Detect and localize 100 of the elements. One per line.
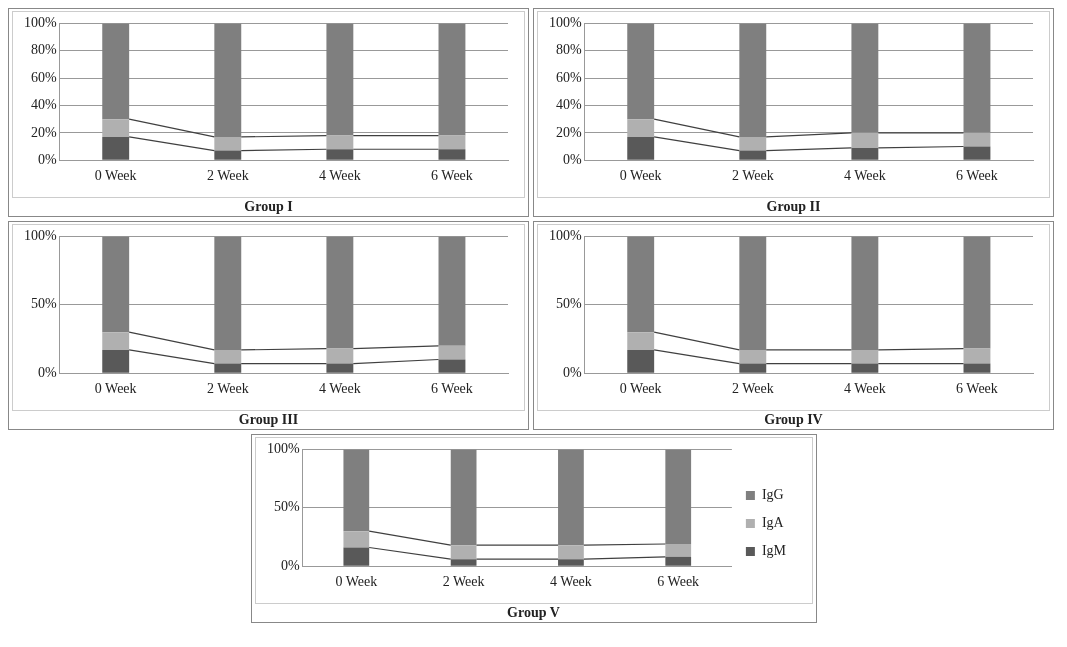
y-tick-label: 100% <box>23 15 57 31</box>
bar <box>963 132 991 147</box>
x-tick-label: 0 Week <box>94 168 137 184</box>
text: Group V <box>506 604 561 622</box>
x-tick-label: 2 Week <box>442 574 485 590</box>
y-tick-label: 0% <box>280 557 300 573</box>
y-tick-label: 60% <box>30 69 57 85</box>
bar <box>963 348 991 364</box>
bar <box>557 559 584 566</box>
x-tick-label: 4 Week <box>318 381 361 397</box>
bar <box>438 135 466 150</box>
bar <box>851 349 879 364</box>
legend-label: IgM <box>761 543 787 559</box>
bar <box>627 23 655 120</box>
x-tick-label: 4 Week <box>843 381 886 397</box>
bar <box>326 149 354 160</box>
bar <box>342 449 369 532</box>
y-tick-label: 80% <box>30 42 57 58</box>
bar <box>739 363 767 373</box>
bar <box>627 332 655 350</box>
x-tick-label: 2 Week <box>206 168 249 184</box>
bar <box>102 23 130 120</box>
bar <box>963 146 991 160</box>
text: Group III <box>237 411 300 429</box>
y-tick-label: 60% <box>555 69 582 85</box>
y-tick-label: 100% <box>266 441 300 457</box>
bar <box>342 531 369 548</box>
bar <box>214 150 242 160</box>
bar <box>627 119 655 137</box>
bar <box>557 545 584 560</box>
x-tick-label: 0 Week <box>619 168 662 184</box>
bar <box>214 236 242 350</box>
x-tick-label: 4 Week <box>318 168 361 184</box>
y-tick-label: 0% <box>37 151 57 167</box>
legend-label: IgG <box>761 487 784 503</box>
bar <box>438 359 466 373</box>
bar <box>664 544 691 557</box>
bar <box>450 449 476 546</box>
text: Group IV <box>763 411 824 429</box>
x-tick-label: 6 Week <box>656 574 699 590</box>
y-tick-label: 0% <box>37 364 57 380</box>
x-tick-label: 0 Week <box>334 574 377 590</box>
bar <box>851 147 879 160</box>
x-tick-label: 4 Week <box>549 574 592 590</box>
text: Group I <box>243 198 294 216</box>
bar <box>851 23 879 133</box>
bar <box>102 236 130 333</box>
bar <box>664 556 691 566</box>
text: Group II <box>765 198 822 216</box>
bar <box>963 236 991 349</box>
x-tick-label: 2 Week <box>206 381 249 397</box>
y-tick-label: 40% <box>30 97 57 113</box>
bar <box>326 135 354 150</box>
y-tick-label: 0% <box>562 364 582 380</box>
bar <box>214 23 242 137</box>
bar <box>342 547 369 566</box>
bar <box>557 449 584 546</box>
bar <box>326 23 354 136</box>
x-tick-label: 2 Week <box>731 381 774 397</box>
bar <box>739 349 767 364</box>
bar <box>627 236 655 333</box>
bar <box>102 119 130 137</box>
bar <box>102 332 130 350</box>
y-tick-label: 80% <box>555 42 582 58</box>
x-tick-label: 2 Week <box>731 168 774 184</box>
x-tick-label: 6 Week <box>431 168 473 184</box>
y-tick-label: 20% <box>30 124 57 140</box>
bar <box>963 363 991 373</box>
x-tick-label: 0 Week <box>619 381 662 397</box>
bar <box>851 236 879 350</box>
y-tick-label: 20% <box>555 124 582 140</box>
bar <box>739 236 767 350</box>
bar <box>326 236 354 349</box>
y-tick-label: 50% <box>273 499 300 515</box>
bar <box>963 23 991 133</box>
x-tick-label: 6 Week <box>956 381 998 397</box>
y-tick-label: 50% <box>555 296 582 312</box>
y-tick-label: 100% <box>548 228 582 244</box>
bar <box>214 363 242 373</box>
y-tick-label: 50% <box>30 296 57 312</box>
bar <box>739 150 767 160</box>
bar <box>214 136 242 151</box>
bar <box>851 363 879 373</box>
bar <box>739 23 767 137</box>
bar <box>214 349 242 364</box>
x-tick-label: 6 Week <box>431 381 473 397</box>
x-tick-label: 4 Week <box>843 168 886 184</box>
y-tick-label: 0% <box>562 151 582 167</box>
bar <box>438 149 466 160</box>
x-tick-label: 6 Week <box>956 168 998 184</box>
bar <box>450 559 476 566</box>
bar <box>438 345 466 360</box>
bar <box>450 545 476 560</box>
bar <box>326 363 354 373</box>
bar <box>102 349 130 373</box>
bar <box>438 236 466 346</box>
bar <box>627 136 655 160</box>
x-tick-label: 0 Week <box>94 381 137 397</box>
bar <box>102 136 130 160</box>
y-tick-label: 100% <box>548 15 582 31</box>
